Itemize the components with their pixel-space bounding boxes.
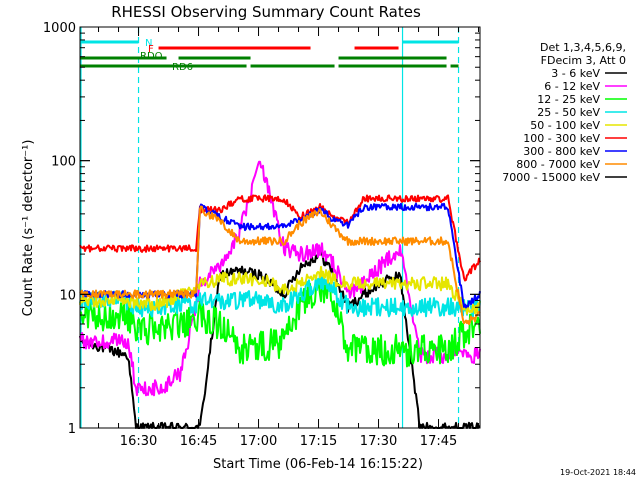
y-tick-label: 100 [51, 155, 76, 170]
flag-label-N: N [145, 38, 152, 49]
x-tick-label: 17:00 [240, 434, 277, 449]
legend-header-line-1: Det 1,3,4,5,6,9, [540, 41, 626, 54]
y-tick-label: 1000 [43, 21, 76, 36]
x-tick-label: 17:30 [360, 434, 397, 449]
x-tick-label: 16:30 [120, 434, 157, 449]
y-axis-label: Count Rate (s⁻¹ detector⁻¹) [21, 140, 36, 317]
legend-entry-label: 100 - 300 keV [523, 132, 600, 145]
x-tick-label: 16:45 [180, 434, 217, 449]
y-tick-label: 1 [68, 422, 76, 437]
series-line-50-100-kev [79, 265, 481, 315]
legend-entry-label: 25 - 50 keV [537, 106, 600, 119]
flag-label-F: F [148, 44, 154, 55]
series-layer [79, 160, 481, 429]
y-tick-label: 10 [59, 288, 76, 303]
legend-entry-label: 50 - 100 keV [530, 119, 600, 132]
series-line-100-300-kev [79, 194, 481, 282]
x-axis-label: Start Time (06-Feb-14 16:15:22) [213, 457, 423, 472]
series-line-12-25-kev [79, 276, 481, 368]
series-line-3-6-kev [79, 249, 481, 429]
legend-entry-label: 12 - 25 keV [537, 93, 600, 106]
x-axis-ticks: 16:30 16:45 17:00 17:15 17:30 17:45 [98, 27, 480, 449]
generation-timestamp: 19-Oct-2021 18:44 [560, 468, 636, 477]
x-tick-label: 17:45 [420, 434, 457, 449]
legend-entry-label: 800 - 7000 keV [516, 158, 600, 171]
plot-area [80, 27, 460, 428]
legend-entry-label: 3 - 6 keV [551, 67, 600, 80]
legend-entry-label: 6 - 12 keV [544, 80, 600, 93]
flag-label-RDO: RDO [140, 51, 163, 62]
plot-frame [79, 26, 481, 429]
flag-label-RD6: RD6 [172, 62, 193, 73]
chart-title: RHESSI Observing Summary Count Rates [111, 3, 421, 21]
y-axis-ticks: 1 10 100 1000 [43, 21, 480, 437]
legend: Det 1,3,4,5,6,9, FDecim 3, Att 0 3 - 6 k… [502, 41, 627, 184]
series-line-800-7000-kev [79, 205, 481, 326]
legend-header-line-2: FDecim 3, Att 0 [541, 54, 626, 67]
legend-entry-label: 300 - 800 keV [523, 145, 600, 158]
legend-entry-label: 7000 - 15000 keV [502, 171, 600, 184]
x-tick-label: 17:15 [300, 434, 337, 449]
